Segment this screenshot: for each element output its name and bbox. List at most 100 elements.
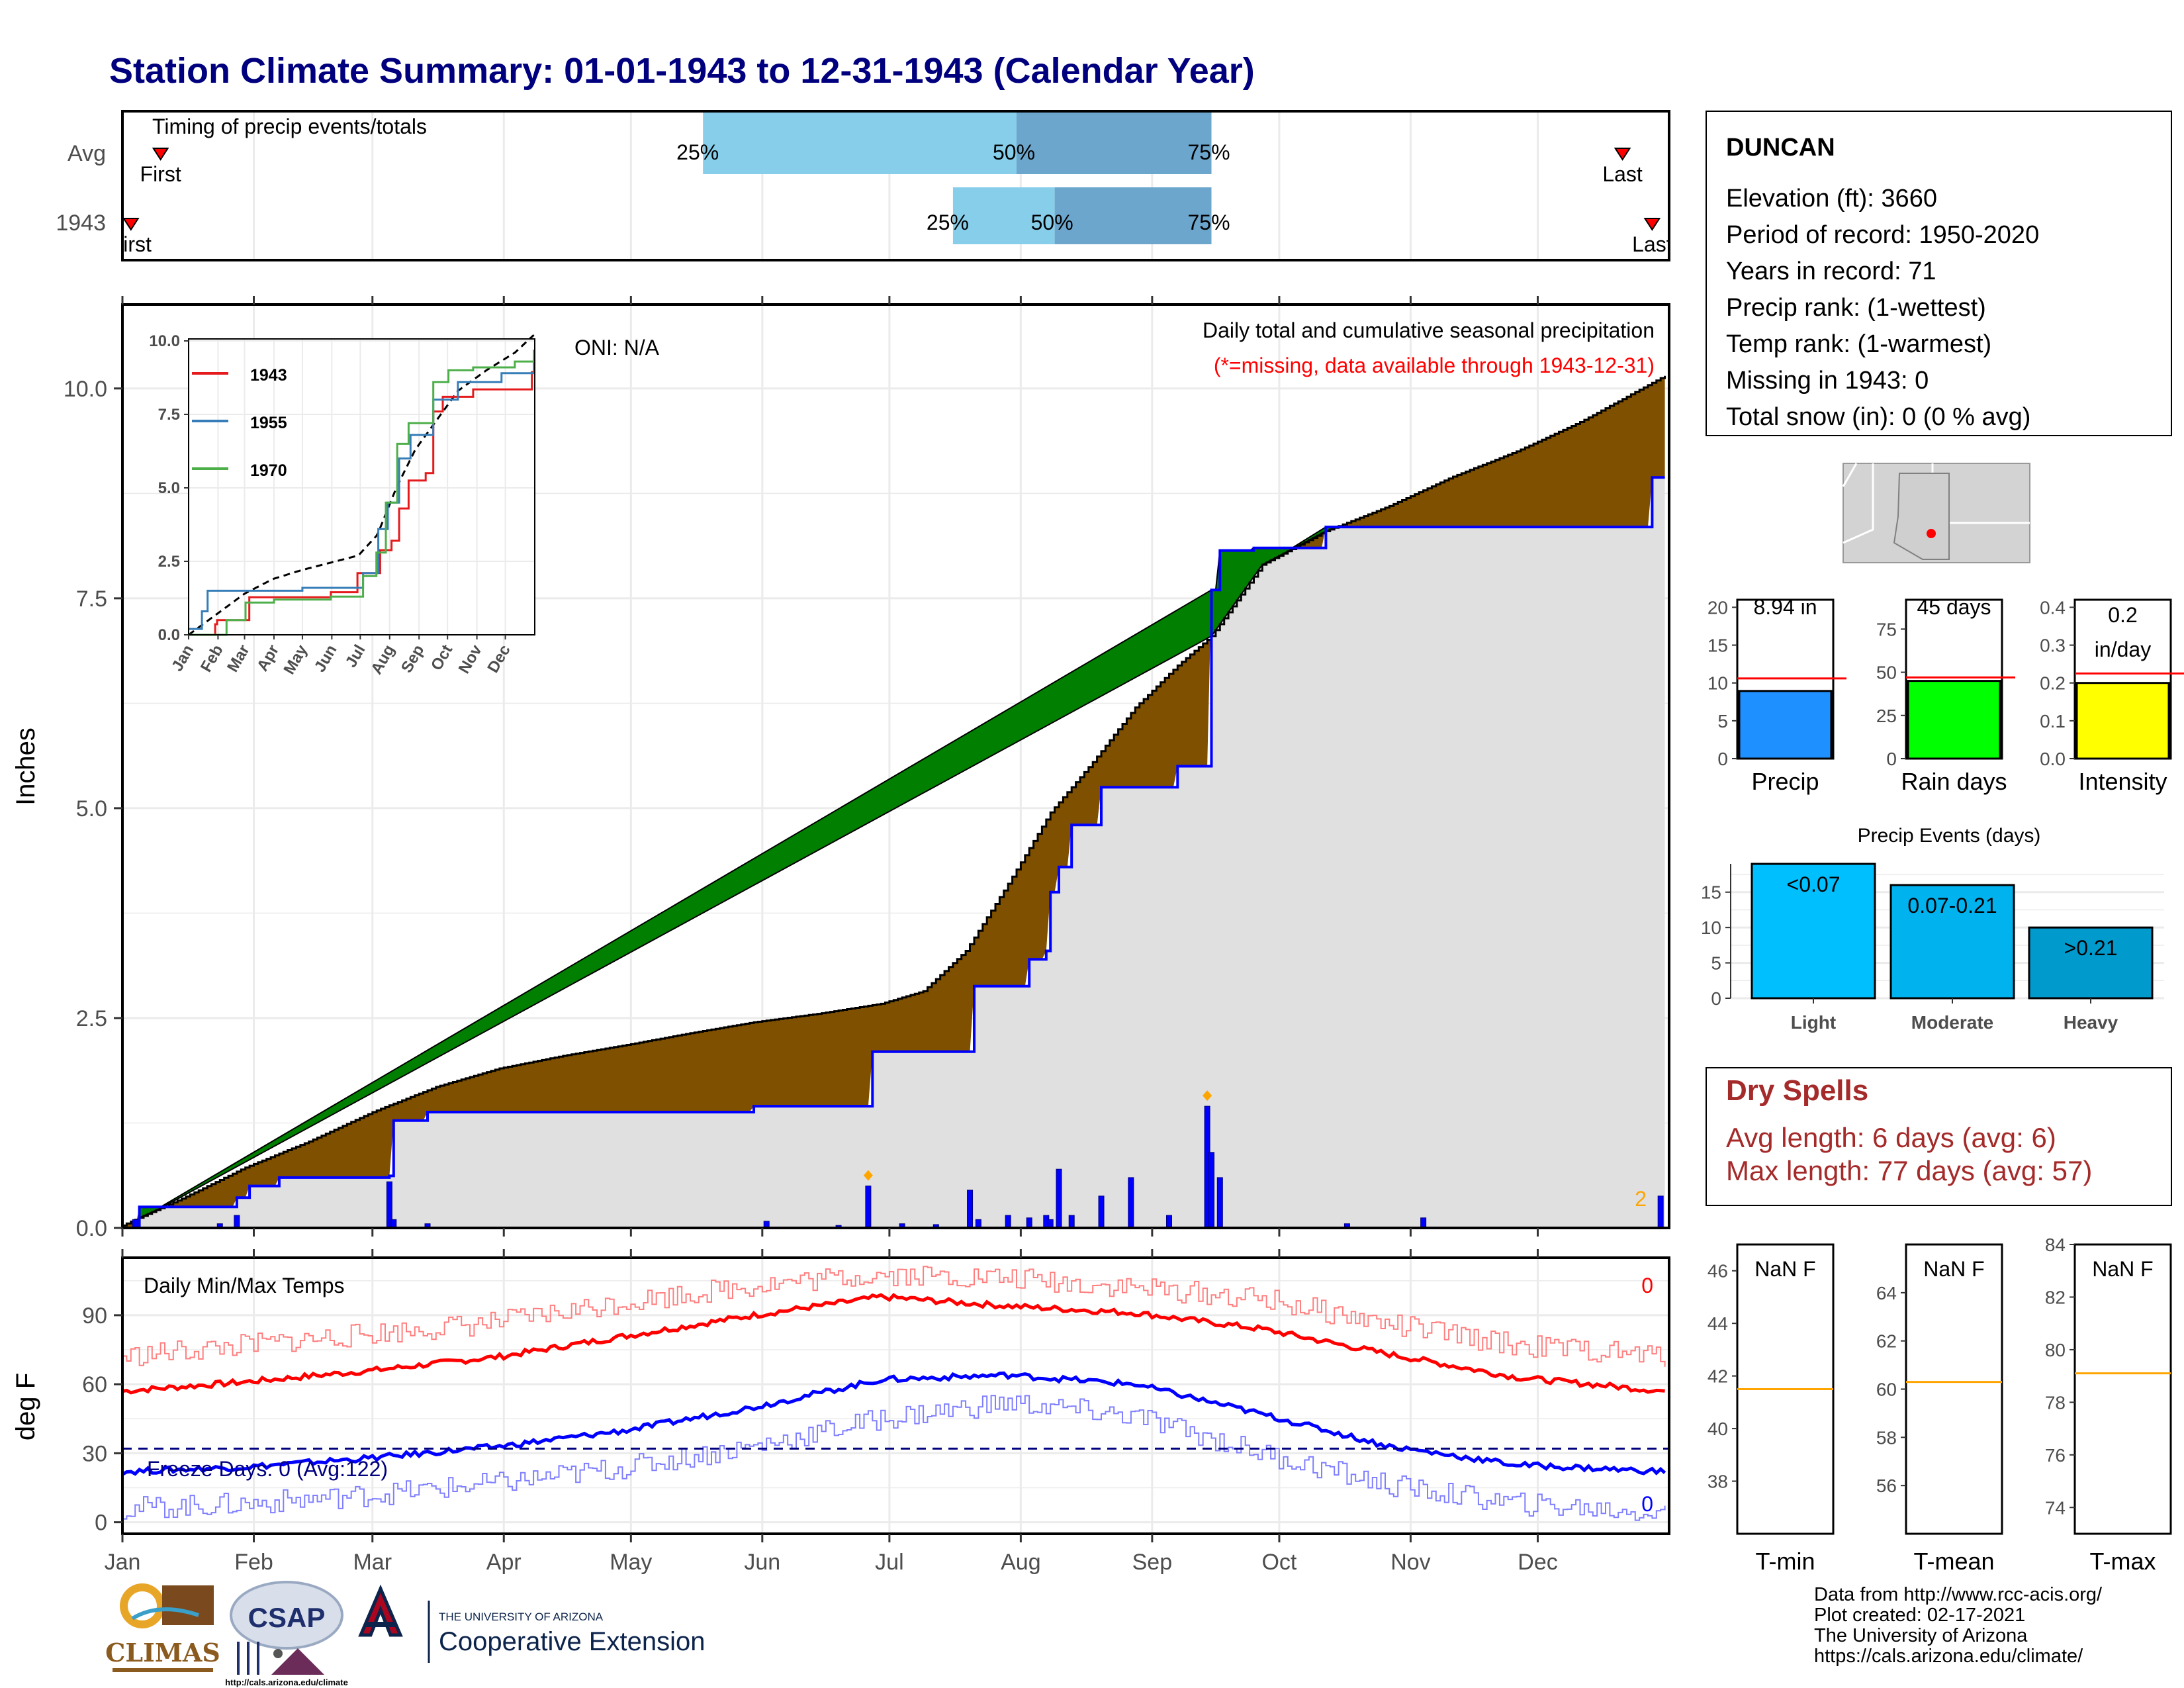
temp-box-y-tick-label: 58 — [1876, 1427, 1897, 1448]
temp-box-y-tick-label: 74 — [2045, 1497, 2066, 1518]
precip-events-chart: Precip Events (days) <0.07 Light 0.07-0.21… — [1701, 825, 2164, 1033]
precip-subtitle: Daily total and cumulative seasonal prec… — [1203, 318, 1655, 342]
month-tick-label: May — [610, 1550, 652, 1575]
temp-line-record-max — [122, 1266, 1666, 1367]
temp-box-value-label: NaN F — [2092, 1257, 2153, 1281]
station-info-line: Missing in 1943: 0 — [1726, 367, 1929, 395]
temp-y-tick-label: 90 — [82, 1303, 107, 1329]
temp-box-y-tick-label: 78 — [2045, 1392, 2066, 1413]
legend-1970: 1970 — [250, 461, 287, 480]
temp-box-y-tick-label: 64 — [1876, 1283, 1897, 1303]
inset-line-Avg — [188, 334, 535, 636]
temp-box-y-tick-label: 80 — [2045, 1340, 2066, 1360]
station-info-line: Total snow (in): 0 (0 % avg) — [1726, 403, 2030, 431]
daily-precip-bar — [1165, 1215, 1172, 1229]
climas-logo: CLIMAS — [105, 1583, 220, 1672]
events-y-tick-label: 15 — [1701, 882, 1721, 903]
daily-precip-bar — [1056, 1168, 1062, 1229]
csap-logo-text: CSAP — [248, 1602, 326, 1633]
temp-box-y-tick-label: 40 — [1707, 1419, 1728, 1439]
freeze-days-label: Freeze Days: 0 (Avg:122) — [147, 1457, 388, 1481]
station-info-line: Elevation (ft): 3660 — [1726, 185, 1937, 212]
temp-box-value-label: NaN F — [1923, 1257, 1984, 1281]
events-bar-moderate — [1889, 884, 2015, 1000]
month-tick-label: Jun — [744, 1550, 780, 1575]
month-tick-label: Sep — [1132, 1550, 1173, 1575]
temp-box-category-label: T-mean — [1913, 1548, 1994, 1575]
timing-last-label: Last — [1632, 232, 1672, 256]
credits-line: Data from http://www.rcc-acis.org/ — [1814, 1584, 2103, 1605]
summary-y-tick-label: 15 — [1707, 635, 1728, 656]
month-tick-label: Dec — [1518, 1550, 1557, 1575]
temp-y-tick-label: 60 — [82, 1372, 107, 1397]
events-y-tick-label: 0 — [1711, 988, 1721, 1009]
precip-events-title: Precip Events (days) — [1858, 825, 2041, 847]
daily-precip-bar — [865, 1186, 872, 1229]
missing-max-count: 0 — [1641, 1274, 1653, 1297]
precip-y-tick-label: 5.0 — [76, 796, 107, 821]
station-info-line: Years in record: 71 — [1726, 258, 1936, 285]
temp-box-category-label: T-min — [1756, 1548, 1815, 1575]
station-info-line: Period of record: 1950-2020 — [1726, 221, 2039, 249]
temp-line-record-min — [122, 1395, 1666, 1521]
summary-category-label: Precip — [1751, 768, 1819, 795]
temp-box-y-tick-label: 38 — [1707, 1472, 1728, 1492]
temp-y-axis-label: deg F — [11, 1373, 40, 1440]
year-cumulative-area — [122, 477, 1665, 1229]
events-y-tick-label: 10 — [1701, 917, 1721, 938]
events-bar-label: >0.21 — [2064, 936, 2118, 960]
precip-panel: 0.0 2.5 5.0 7.5 10.0 Inches ONI: N/A Daily t… — [11, 296, 1670, 1241]
ua-logo-big-text: Cooperative Extension — [439, 1627, 705, 1656]
station-location-marker — [1927, 529, 1936, 538]
timing-q50-label: 50% — [1031, 211, 1073, 234]
timing-first-marker — [152, 148, 169, 161]
temp-box-frame-1 — [1905, 1243, 2003, 1535]
dry-spells-box: Dry Spells Avg length: 6 days (avg: 6) M… — [1706, 1067, 2172, 1206]
summary-y-tick-label: 50 — [1876, 663, 1897, 683]
summary-y-tick-label: 25 — [1876, 706, 1897, 726]
summary-y-tick-label: 0.2 — [2040, 673, 2066, 694]
timing-last-label: Last — [1602, 162, 1643, 186]
month-tick-label: Nov — [1390, 1550, 1430, 1575]
daily-precip-bar — [1098, 1196, 1105, 1229]
timing-q50-label: 50% — [993, 140, 1035, 164]
ua-logo-small-text: THE UNIVERSITY OF ARIZONA — [439, 1611, 604, 1623]
csap-logo: CSAP http://cals.arizona.edu/climate — [225, 1581, 348, 1687]
summary-bar-1 — [1907, 680, 2001, 760]
month-tick-label: Oct — [1261, 1550, 1297, 1575]
temp-box-y-tick-label: 42 — [1707, 1366, 1728, 1387]
events-x-tick-label: Heavy — [2064, 1012, 2118, 1033]
timing-last-marker — [1643, 218, 1661, 231]
temp-box-y-tick-label: 44 — [1707, 1313, 1728, 1334]
missing-note: (*=missing, data available through 1943-… — [1214, 353, 1655, 377]
inset-y-tick-label: 0.0 — [158, 626, 180, 644]
station-info-line: Precip rank: (1-wettest) — [1726, 294, 1986, 322]
summary-y-tick-label: 0 — [1717, 749, 1728, 769]
summary-category-label: Rain days — [1901, 768, 2007, 795]
temperature-summary-boxes: 38 40 42 44 46 NaN F T-min 56 58 60 62 64 NaN F T-mea… — [1707, 1235, 2172, 1575]
temp-y-tick-label: 0 — [95, 1511, 107, 1536]
oni-label: ONI: N/A — [574, 336, 660, 359]
temp-y-tick-label: 30 — [82, 1441, 107, 1466]
temp-box-y-tick-label: 82 — [2045, 1287, 2066, 1307]
timing-avg-label: Avg — [68, 141, 106, 166]
precip-y-tick-label: 10.0 — [64, 377, 107, 402]
month-tick-label: Aug — [1001, 1550, 1041, 1575]
summary-bar-0 — [1738, 690, 1833, 760]
daily-precip-bar — [1128, 1177, 1134, 1229]
arizona-locator-map — [1842, 463, 2030, 563]
daily-precip-bar — [1026, 1217, 1032, 1229]
summary-value-label: in/day — [2095, 637, 2151, 661]
temp-box-y-tick-label: 46 — [1707, 1261, 1728, 1282]
timing-year-label: 1943 — [56, 211, 106, 236]
csap-logo-url: http://cals.arizona.edu/climate — [225, 1677, 348, 1687]
station-name: DUNCAN — [1726, 134, 1835, 162]
temp-panel-label: Daily Min/Max Temps — [144, 1274, 344, 1297]
timing-first-label: First — [140, 162, 181, 186]
temp-box-y-tick-label: 62 — [1876, 1331, 1897, 1352]
dry-spells-max: Max length: 77 days (avg: 57) — [1726, 1155, 2092, 1186]
summary-y-tick-label: 10 — [1707, 673, 1728, 694]
inset-line-1955 — [189, 358, 535, 630]
max-event-marker — [1203, 1090, 1212, 1102]
